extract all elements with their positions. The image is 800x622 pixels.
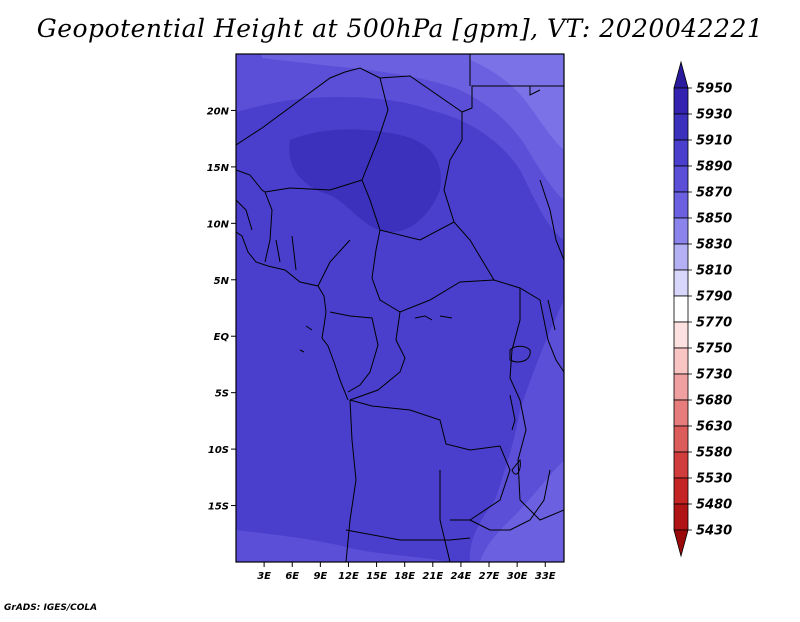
page-title: Geopotential Height at 500hPa [gpm], VT:… — [36, 14, 764, 43]
map-frame — [235, 53, 565, 563]
colorbar-swatch — [673, 243, 689, 271]
height-field — [236, 54, 564, 562]
y-tick-label: 15S — [208, 502, 229, 513]
grads-credit: GrADS: IGES/COLA — [4, 603, 98, 613]
colorbar: 5950 5930 5910 5890 5870 5850 5830 5810 5790 5770… — [673, 60, 732, 558]
colorbar-swatch — [673, 477, 689, 505]
colorbar-label: 5870 — [696, 186, 732, 201]
x-tick-label: 9E — [313, 571, 327, 582]
colorbar-top-triangle — [673, 60, 689, 89]
y-tick-label: 10N — [207, 219, 230, 230]
colorbar-swatch — [673, 399, 689, 427]
colorbar-swatch — [673, 321, 689, 349]
x-tick-label: 30E — [507, 571, 528, 582]
x-tick-label: 12E — [338, 571, 359, 582]
x-tick-label: 18E — [394, 571, 415, 582]
field-5810-ne — [470, 54, 564, 150]
x-tick-label: 3E — [257, 571, 271, 582]
colorbar-label: 5790 — [696, 290, 732, 305]
colorbar-swatch — [673, 373, 689, 401]
field-5910-core — [289, 129, 441, 233]
country-borders — [236, 54, 564, 562]
x-tick-label: 21E — [422, 571, 443, 582]
colorbar-bottom-triangle — [673, 529, 689, 558]
colorbar-swatch — [673, 191, 689, 219]
colorbar-swatch — [673, 295, 689, 323]
y-tick-label: 20N — [207, 106, 230, 117]
colorbar-label: 5430 — [696, 524, 732, 539]
colorbar-swatch — [673, 113, 689, 141]
x-tick-label: 24E — [451, 571, 472, 582]
colorbar-label: 5750 — [696, 342, 732, 357]
y-tick-label: 15N — [207, 163, 230, 174]
y-tick-label: EQ — [214, 332, 230, 343]
x-tick-label: 27E — [479, 571, 500, 582]
colorbar-label: 5930 — [696, 108, 732, 123]
colorbar-swatch — [673, 87, 689, 115]
colorbar-swatch — [673, 425, 689, 453]
colorbar-label: 5480 — [696, 498, 732, 513]
colorbar-label: 5680 — [696, 394, 732, 409]
colorbar-swatch — [673, 269, 689, 297]
colorbar-label: 5830 — [696, 238, 732, 253]
colorbar-swatch — [673, 165, 689, 193]
x-tick-label: 15E — [366, 571, 387, 582]
colorbar-label: 5730 — [696, 368, 732, 383]
field-5830-ne — [262, 54, 564, 200]
colorbar-label: 5850 — [696, 212, 732, 227]
x-axis-ticks: 3E 6E 9E 12E 15E 18E 21E 24E 27E 30E 33E — [257, 562, 556, 582]
colorbar-swatch — [673, 503, 689, 531]
colorbar-label: 5580 — [696, 446, 732, 461]
colorbar-label: 5770 — [696, 316, 732, 331]
y-tick-label: 5N — [214, 276, 230, 287]
field-5830-se — [480, 460, 564, 562]
colorbar-label: 5950 — [696, 82, 732, 97]
colorbar-swatch — [673, 139, 689, 167]
colorbar-label: 5810 — [696, 264, 732, 279]
colorbar-label: 5630 — [696, 420, 732, 435]
y-tick-label: 10S — [208, 445, 229, 456]
colorbar-swatch — [673, 347, 689, 375]
colorbar-label: 5890 — [696, 160, 732, 175]
x-tick-label: 6E — [285, 571, 299, 582]
colorbar-label: 5530 — [696, 472, 732, 487]
colorbar-label: 5910 — [696, 134, 732, 149]
colorbar-swatch — [673, 451, 689, 479]
x-tick-label: 33E — [535, 571, 556, 582]
y-axis-ticks: 20N 15N 10N 5N EQ 5S 10S 15S — [207, 106, 236, 513]
y-tick-label: 5S — [215, 389, 229, 400]
colorbar-swatch — [673, 217, 689, 245]
field-5850-sw — [236, 530, 450, 562]
